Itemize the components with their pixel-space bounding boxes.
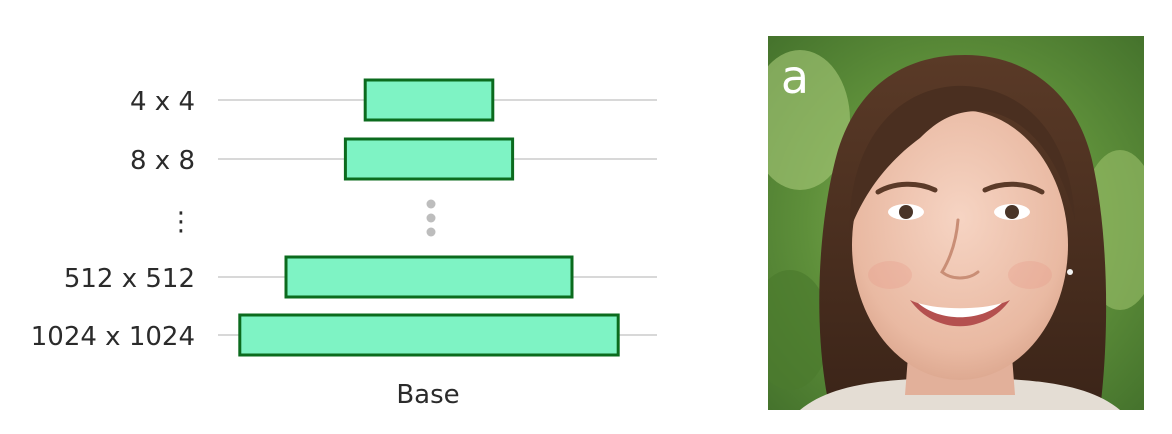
left-eyebrow bbox=[875, 181, 938, 195]
cheek bbox=[868, 261, 912, 289]
cheek bbox=[1008, 261, 1052, 289]
diagram-caption: Base bbox=[396, 380, 459, 410]
bar-8x8 bbox=[343, 137, 515, 181]
bar-ellipsis-dots bbox=[426, 199, 436, 237]
foliage-blob bbox=[768, 270, 830, 390]
ellipsis-dot bbox=[426, 199, 436, 209]
foliage-blob bbox=[768, 50, 850, 190]
label-ellipsis: ⋮ bbox=[168, 207, 194, 237]
teeth bbox=[918, 303, 1002, 318]
nose bbox=[940, 218, 980, 280]
ellipsis-dot bbox=[426, 213, 436, 223]
row-label-512x512: 512 x 512 bbox=[64, 264, 195, 294]
row-label-1024x1024: 1024 x 1024 bbox=[31, 322, 195, 352]
row-label-4x4: 4 x 4 bbox=[130, 87, 195, 117]
row-label-8x8: 8 x 8 bbox=[130, 146, 195, 176]
ellipsis-dot bbox=[426, 227, 436, 237]
left-iris bbox=[899, 205, 913, 219]
bar-1024x1024 bbox=[238, 313, 620, 357]
face bbox=[852, 110, 1068, 380]
earring bbox=[1067, 269, 1073, 275]
panel-letter: a bbox=[781, 50, 809, 104]
bar-512x512 bbox=[284, 255, 574, 299]
hair-fringe bbox=[849, 85, 1075, 230]
bar-4x4 bbox=[363, 78, 495, 122]
portrait-photo bbox=[768, 36, 1144, 410]
right-eyebrow bbox=[982, 181, 1045, 195]
right-iris bbox=[1005, 205, 1019, 219]
